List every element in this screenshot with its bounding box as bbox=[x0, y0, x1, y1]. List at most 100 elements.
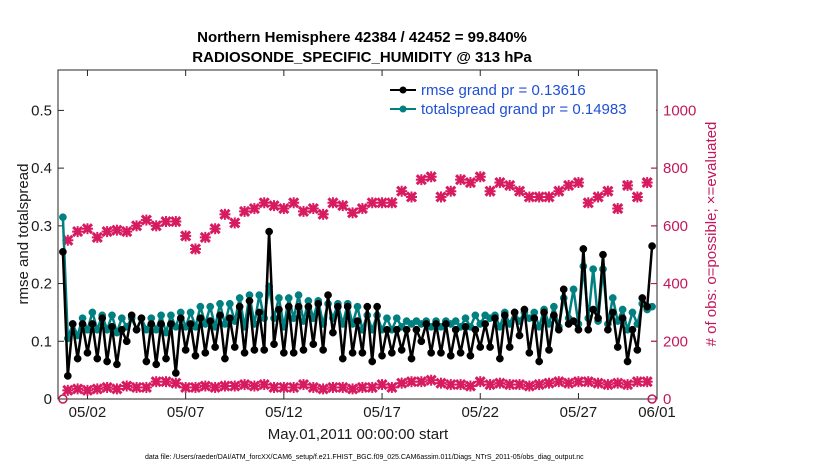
rmse-point bbox=[613, 343, 622, 351]
totalspread-point bbox=[255, 291, 264, 299]
rmse-point bbox=[289, 348, 298, 357]
rmse-point bbox=[108, 323, 116, 331]
totalspread-point bbox=[108, 311, 116, 320]
rmse-point bbox=[388, 348, 396, 357]
totalspread-point bbox=[167, 311, 175, 320]
x-axis-label: May.01,2011 00:00:00 start bbox=[268, 426, 449, 443]
rmse-point bbox=[260, 346, 269, 354]
legend: rmse grand pr = 0.13616 totalspread gran… bbox=[386, 80, 656, 120]
rmse-point bbox=[299, 346, 308, 354]
rmse-point bbox=[329, 328, 337, 337]
obs-evaluated-marker bbox=[602, 379, 614, 391]
legend-rmse-marker bbox=[399, 86, 407, 94]
obs-evaluated-marker bbox=[396, 185, 408, 197]
rmse-point bbox=[309, 340, 318, 349]
rmse-point bbox=[83, 348, 92, 357]
totalspread-point bbox=[59, 213, 67, 222]
obs-evaluated-marker bbox=[582, 197, 594, 209]
y-tick-label: 0 bbox=[44, 391, 52, 408]
totalspread-point bbox=[451, 317, 460, 325]
rmse-point bbox=[137, 314, 146, 323]
obs-evaluated-marker bbox=[523, 380, 535, 392]
obs-evaluated-marker bbox=[376, 197, 388, 209]
rmse-point bbox=[496, 354, 504, 363]
legend-spread-label: totalspread grand pr = 0.14983 bbox=[421, 101, 627, 118]
rmse-point bbox=[451, 325, 460, 334]
rmse-point bbox=[240, 348, 249, 357]
obs-evaluated-marker bbox=[337, 200, 349, 212]
obs-evaluated-marker bbox=[219, 380, 231, 392]
rmse-point bbox=[73, 354, 82, 363]
rmse-point bbox=[417, 337, 426, 346]
obs-evaluated-marker bbox=[553, 376, 565, 388]
y2-axis-label: # of obs: o=possible; ×=evaluated bbox=[703, 122, 720, 347]
rmse-point bbox=[442, 320, 450, 328]
obs-evaluated-marker bbox=[209, 223, 221, 235]
rmse-point bbox=[334, 302, 342, 311]
obs-evaluated-marker bbox=[533, 191, 545, 203]
obs-evaluated-marker bbox=[278, 381, 290, 394]
series-layer bbox=[58, 171, 657, 404]
rmse-point bbox=[196, 314, 205, 323]
obs-evaluated-marker bbox=[523, 191, 535, 203]
rmse-point bbox=[432, 320, 440, 328]
obs-evaluated-marker bbox=[396, 377, 408, 389]
obs-evaluated-marker bbox=[121, 226, 133, 238]
obs-evaluated-marker bbox=[150, 220, 162, 232]
y-axis-right-ticks: 0 200 400 600 800 1000 bbox=[651, 102, 696, 408]
rmse-point bbox=[574, 325, 583, 334]
obs-evaluated-marker bbox=[307, 381, 319, 394]
obs-evaluated-marker bbox=[140, 381, 152, 394]
obs-evaluated-marker bbox=[631, 191, 643, 203]
footnote: data file: /Users/raeder/DAI/ATM_forcXX/… bbox=[145, 454, 584, 461]
rmse-point bbox=[319, 346, 327, 354]
rmse-point bbox=[422, 320, 431, 328]
rmse-point bbox=[284, 302, 293, 311]
totalspread-point bbox=[608, 294, 617, 302]
obs-evaluated-marker bbox=[563, 377, 575, 389]
rmse-point bbox=[554, 325, 563, 334]
x-tick-label: 05/02 bbox=[69, 404, 107, 421]
obs-evaluated-marker bbox=[199, 380, 211, 392]
rmse-point bbox=[211, 343, 219, 351]
obs-evaluated-marker bbox=[425, 171, 437, 183]
obs-evaluated-marker bbox=[612, 377, 624, 389]
obs-evaluated-marker bbox=[405, 191, 418, 203]
rmse-point bbox=[407, 354, 416, 363]
obs-evaluated-marker bbox=[513, 379, 526, 391]
obs-evaluated-marker bbox=[140, 214, 152, 226]
obs-evaluated-marker bbox=[130, 220, 143, 232]
totalspread-point bbox=[275, 294, 283, 302]
obs-evaluated-marker bbox=[592, 377, 604, 389]
legend-rmse-label: rmse grand pr = 0.13616 bbox=[421, 82, 586, 99]
obs-evaluated-marker bbox=[474, 171, 486, 183]
obs-evaluated-marker bbox=[130, 381, 143, 394]
rmse-point bbox=[540, 308, 548, 317]
rmse-point bbox=[402, 325, 411, 334]
rmse-point bbox=[343, 302, 352, 311]
totalspread-point bbox=[461, 314, 470, 323]
rmse-point bbox=[392, 325, 401, 334]
x-tick-label: 05/17 bbox=[363, 404, 401, 421]
obs-evaluated-marker bbox=[278, 202, 290, 215]
obs-evaluated-marker bbox=[297, 205, 310, 217]
obs-evaluated-marker bbox=[602, 185, 614, 197]
rmse-point bbox=[98, 314, 107, 323]
obs-evaluated-marker bbox=[386, 197, 398, 209]
obs-evaluated-marker bbox=[317, 208, 329, 220]
obs-evaluated-marker bbox=[592, 191, 604, 203]
y2-tick-label: 800 bbox=[663, 160, 688, 177]
totalspread-point bbox=[235, 294, 244, 302]
rmse-point bbox=[201, 348, 210, 357]
obs-evaluated-marker bbox=[415, 376, 427, 388]
obs-evaluated-marker bbox=[415, 174, 427, 186]
chart-title: Northern Hemisphere 42384 / 42452 = 99.8… bbox=[197, 29, 527, 46]
rmse-point bbox=[171, 369, 180, 377]
rmse-point bbox=[59, 247, 67, 256]
y-axis-label: rmse and totalspread bbox=[15, 164, 32, 305]
chart-subtitle: RADIOSONDE_SPECIFIC_HUMIDITY @ 313 hPa bbox=[192, 49, 532, 66]
obs-evaluated-marker bbox=[327, 381, 339, 394]
rmse-point bbox=[250, 346, 259, 354]
rmse-point bbox=[368, 357, 377, 366]
